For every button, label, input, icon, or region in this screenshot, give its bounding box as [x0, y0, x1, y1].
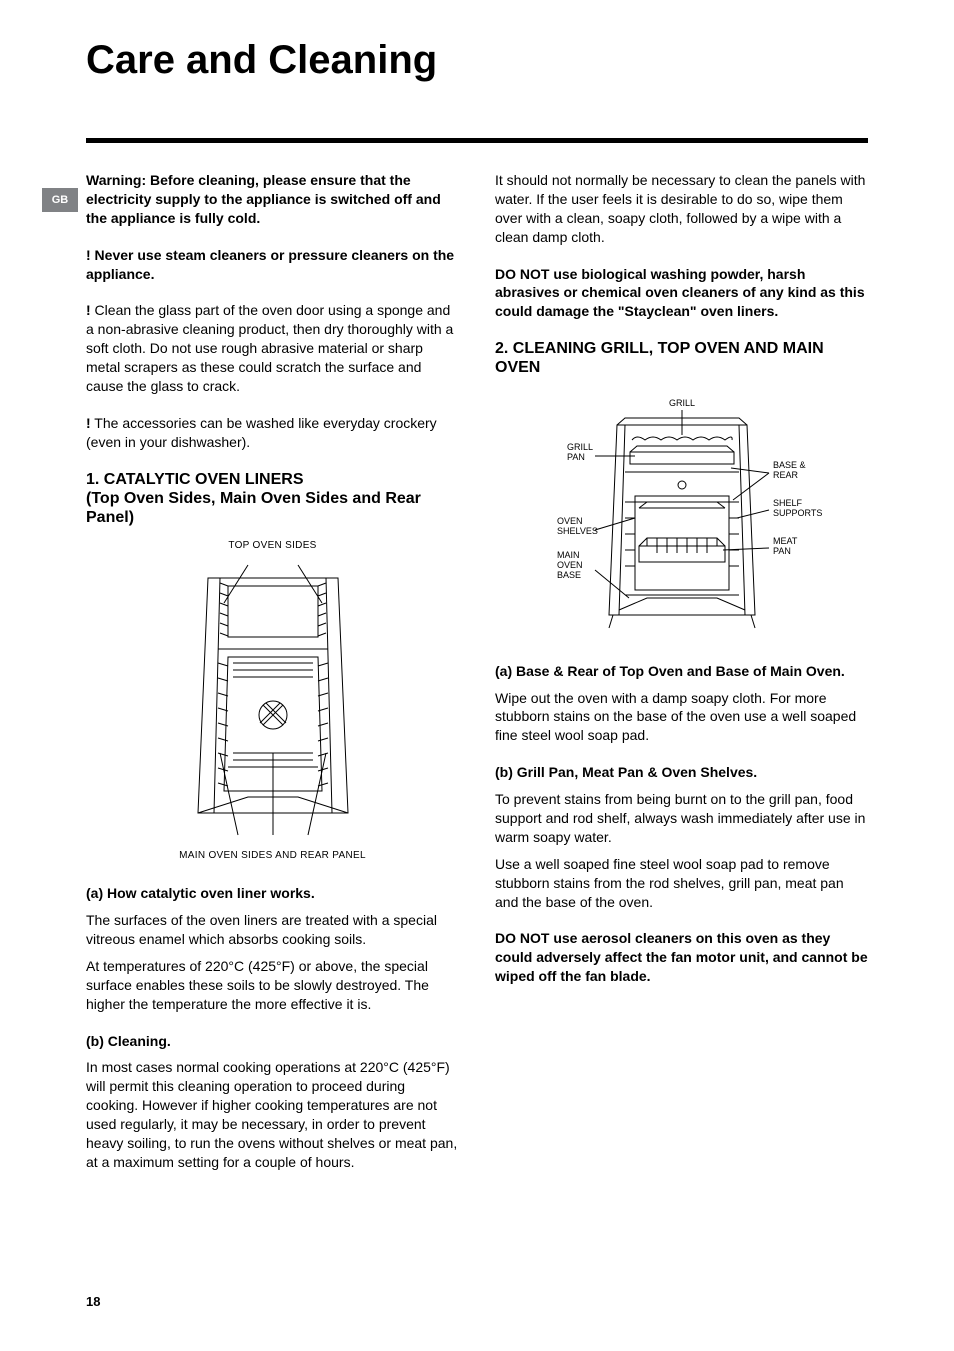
label-grill: GRILL	[668, 398, 694, 408]
label-shelf-supports: SHELFSUPPORTS	[773, 498, 822, 518]
subsection-2a-body: Wipe out the oven with a damp soapy clot…	[495, 689, 868, 746]
label-meat-pan: MEATPAN	[773, 536, 798, 556]
panels-text: It should not normally be necessary to c…	[495, 171, 868, 247]
subsection-2a-heading: (a) Base & Rear of Top Oven and Base of …	[495, 662, 868, 681]
figure-2: GRILL GRILLPAN OVENSHELVES MAINOVENBASE …	[495, 390, 868, 640]
figure-1-top-label: TOP OVEN SIDES	[86, 539, 459, 553]
subsection-2b-body-2: Use a well soaped fine steel wool soap p…	[495, 855, 868, 912]
clean-glass-text: Clean the glass part of the oven door us…	[86, 302, 453, 394]
never-steam: ! Never use steam cleaners or pressure c…	[86, 246, 459, 284]
page-title: Care and Cleaning	[86, 38, 868, 83]
subsection-2b-body-1: To prevent stains from being burnt on to…	[495, 790, 868, 847]
label-oven-shelves: OVENSHELVES	[557, 516, 598, 536]
cleaning-grill-diagram-icon: GRILL GRILLPAN OVENSHELVES MAINOVENBASE …	[517, 390, 847, 640]
donot-aerosol: DO NOT use aerosol cleaners on this oven…	[495, 929, 868, 986]
subsection-a-body-1: The surfaces of the oven liners are trea…	[86, 911, 459, 949]
accessories: ! The accessories can be washed like eve…	[86, 414, 459, 452]
horizontal-rule	[86, 138, 868, 143]
figure-1: TOP OVEN SIDES	[86, 539, 459, 862]
never-steam-text: Never use steam cleaners or pressure cle…	[86, 247, 454, 282]
page-number: 18	[86, 1294, 100, 1309]
subsection-b-heading: (b) Cleaning.	[86, 1032, 459, 1051]
left-column: Warning: Before cleaning, please ensure …	[86, 171, 459, 1190]
clean-glass: ! Clean the glass part of the oven door …	[86, 301, 459, 395]
subsection-2b-heading: (b) Grill Pan, Meat Pan & Oven Shelves.	[495, 763, 868, 782]
oven-liner-diagram-icon	[178, 553, 368, 843]
label-base-rear: BASE &REAR	[773, 460, 806, 480]
donot-bio: DO NOT use biological washing powder, ha…	[495, 265, 868, 322]
section-1-heading: 1. CATALYTIC OVEN LINERS (Top Oven Sides…	[86, 470, 459, 528]
subsection-b-body: In most cases normal cooking operations …	[86, 1058, 459, 1171]
subsection-a-body-2: At temperatures of 220°C (425°F) or abov…	[86, 957, 459, 1014]
language-tab: GB	[42, 188, 78, 212]
warning-text: Warning: Before cleaning, please ensure …	[86, 171, 459, 228]
section-2-heading: 2. CLEANING GRILL, TOP OVEN AND MAIN OVE…	[495, 339, 868, 377]
right-column: It should not normally be necessary to c…	[495, 171, 868, 1190]
figure-1-bottom-label: MAIN OVEN SIDES AND REAR PANEL	[86, 849, 459, 863]
label-main-oven-base: MAINOVENBASE	[557, 550, 583, 580]
subsection-a-heading: (a) How catalytic oven liner works.	[86, 884, 459, 903]
label-grill-pan: GRILLPAN	[567, 442, 593, 462]
accessories-text: The accessories can be washed like every…	[86, 415, 437, 450]
